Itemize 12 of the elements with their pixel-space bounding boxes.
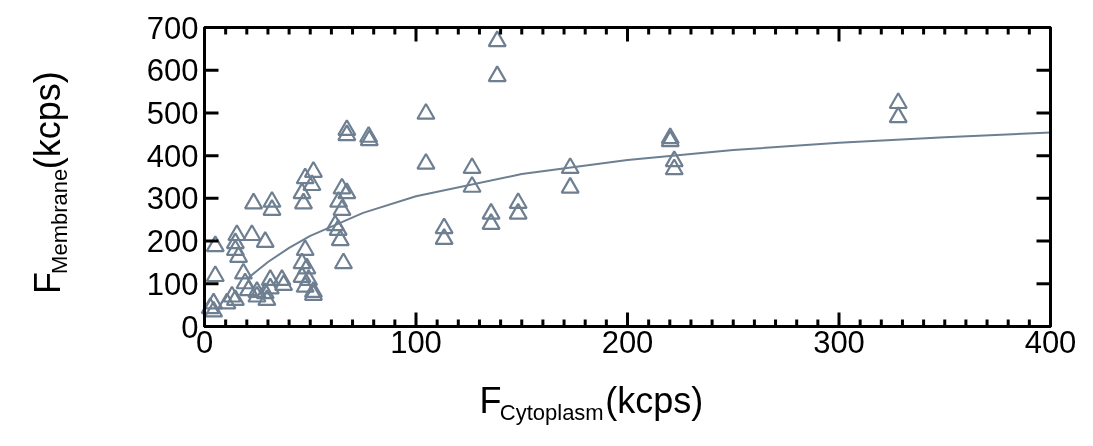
x-tick-label: 300 [813, 324, 865, 360]
y-axis-title: FMembrane(kcps) [27, 71, 72, 295]
y-tick-label: 600 [146, 53, 199, 89]
y-tick-label: 500 [146, 95, 199, 131]
x-tick-label: 400 [1024, 324, 1077, 360]
y-tick-label: 700 [146, 10, 199, 46]
x-tick-label: 100 [390, 324, 442, 360]
y-tick-label: 300 [146, 181, 199, 217]
y-tick-label: 100 [146, 266, 199, 302]
y-tick-label: 400 [146, 138, 199, 174]
x-tick-label: 200 [601, 324, 654, 360]
y-tick-label: 200 [146, 224, 199, 260]
